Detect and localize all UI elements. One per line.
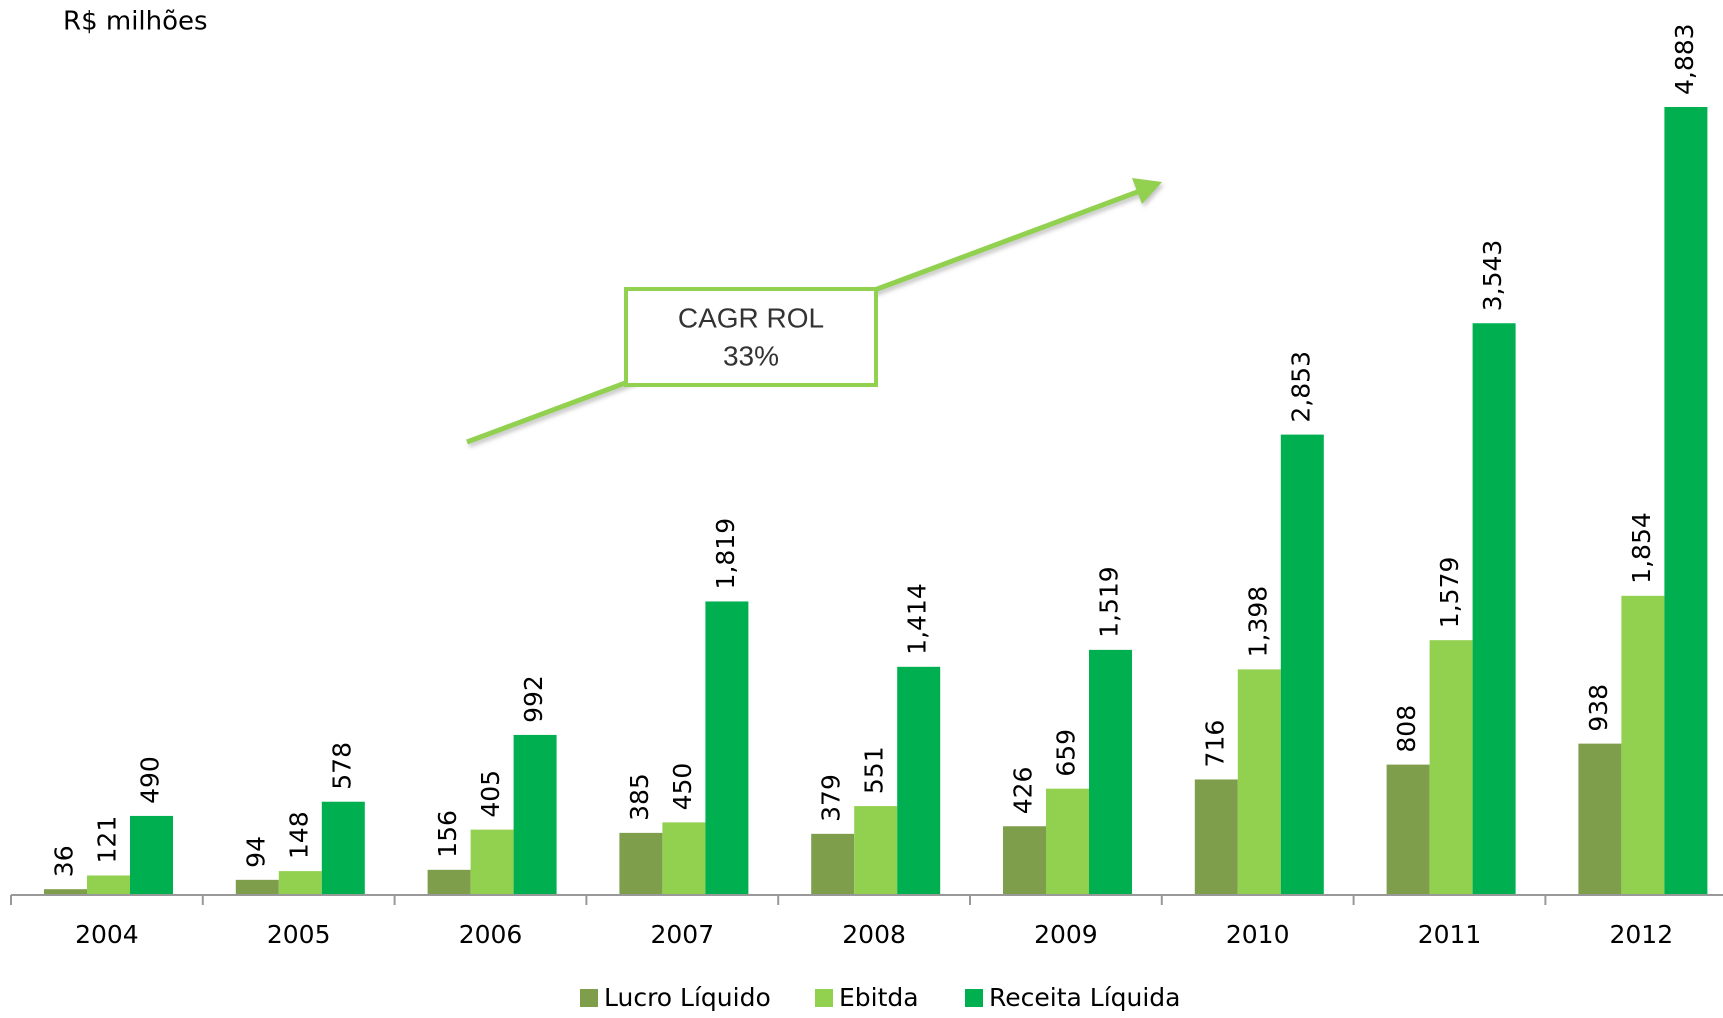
bar [1578,743,1622,895]
data-label: 716 [1200,720,1229,768]
data-label: 659 [1052,729,1081,777]
data-label: 2,853 [1286,351,1315,423]
data-label: 3,543 [1478,240,1507,312]
data-label: 121 [93,816,122,864]
data-label: 1,819 [711,518,740,590]
bar [87,875,130,895]
data-label: 385 [625,773,654,821]
data-label: 808 [1392,705,1421,753]
x-tick-label: 2008 [842,920,906,949]
bar [427,869,471,895]
bar [1046,788,1089,895]
data-label: 4,883 [1670,23,1699,95]
bar [662,822,706,895]
bar [1194,779,1238,895]
data-label: 490 [136,756,165,804]
bar [513,734,557,895]
bar [1429,640,1473,895]
bar [1472,323,1516,895]
bar [619,832,663,895]
data-label: 992 [519,675,548,723]
bar [130,815,173,895]
x-tick-label: 2006 [459,920,523,949]
data-label: 578 [327,742,356,790]
bar [1280,434,1324,895]
annotation-text: CAGR ROL [678,302,824,333]
data-label: 1,398 [1243,586,1272,658]
data-label: 1,854 [1627,512,1656,584]
legend-label: Lucro Líquido [604,983,771,1012]
legend-swatch [815,989,833,1007]
bar [1386,764,1430,895]
x-tick-label: 2004 [75,920,139,949]
data-label: 379 [817,774,846,822]
data-label: 426 [1009,767,1038,815]
legend-label: Receita Líquida [989,983,1181,1012]
bar [1089,649,1132,895]
data-label: 94 [241,836,270,868]
legend-swatch [965,989,983,1007]
bar [1621,595,1665,895]
bar [811,833,855,895]
x-tick-label: 2005 [267,920,331,949]
data-label: 1,579 [1435,557,1464,629]
bar [1003,826,1046,895]
x-tick-label: 2011 [1418,920,1482,949]
annotation-box [624,287,878,387]
annotation-text: 33% [723,340,779,371]
x-tick-label: 2010 [1226,920,1290,949]
bar [321,801,365,895]
bar [44,889,87,895]
bar [897,666,941,895]
data-label: 36 [50,845,79,877]
bar [1237,669,1281,895]
legend-swatch [580,989,598,1007]
data-label: 156 [433,810,462,858]
chart-title: R$ milhões [63,7,208,37]
data-label: 148 [284,811,313,859]
bar [470,829,514,895]
legend-label: Ebitda [839,983,919,1012]
bar [235,879,279,895]
data-label: 405 [476,770,505,818]
bar [705,601,749,895]
data-label: 450 [668,763,697,811]
bar [278,871,322,895]
data-label: 1,519 [1095,566,1124,638]
data-label: 938 [1584,684,1613,732]
data-label: 551 [860,746,889,794]
x-tick-label: 2009 [1034,920,1098,949]
x-tick-label: 2012 [1609,920,1673,949]
data-label: 1,414 [903,583,932,655]
bar [1664,107,1708,895]
x-tick-label: 2007 [650,920,714,949]
bar [854,806,898,895]
